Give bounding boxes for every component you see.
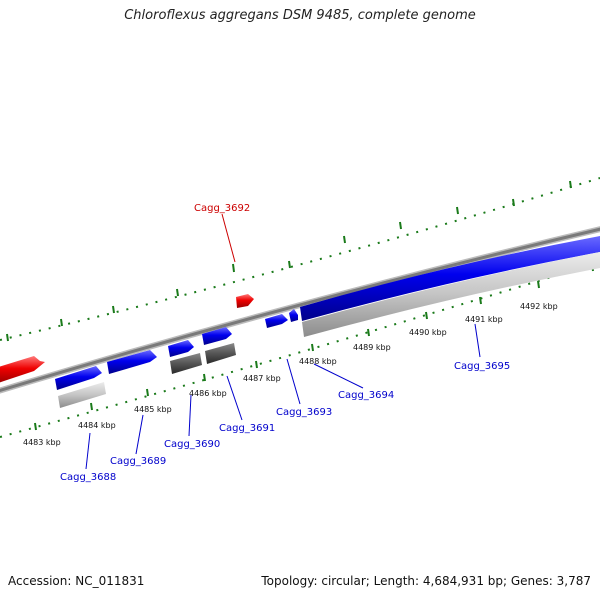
inner-tick-track bbox=[0, 261, 600, 438]
gene-cagg-3688[interactable] bbox=[55, 366, 102, 390]
kbp-label: 4490 kbp bbox=[409, 328, 447, 337]
kbp-label: 4484 kbp bbox=[78, 421, 116, 430]
feature-grey-1[interactable] bbox=[58, 382, 106, 408]
gene-labels: Cagg_3692 Cagg_3695 Cagg_3694 Cagg_3693 … bbox=[60, 203, 510, 483]
gene-label-cagg-3690[interactable]: Cagg_3690 bbox=[164, 439, 220, 450]
kbp-label: 4488 kbp bbox=[299, 357, 337, 366]
gene-cagg-3689[interactable] bbox=[107, 350, 157, 374]
gene-label-cagg-3689[interactable]: Cagg_3689 bbox=[110, 456, 166, 467]
gene-cagg-3695[interactable] bbox=[300, 236, 600, 321]
accession-text: Accession: NC_011831 bbox=[8, 574, 145, 588]
gene-label-cagg-3688[interactable]: Cagg_3688 bbox=[60, 472, 116, 483]
feature-grey-2[interactable] bbox=[302, 252, 600, 337]
feature-dark-1[interactable] bbox=[170, 353, 202, 374]
kbp-label: 4491 kbp bbox=[465, 315, 503, 324]
kbp-label: 4485 kbp bbox=[134, 405, 172, 414]
gene-cagg-3691[interactable] bbox=[202, 327, 232, 345]
gene-cagg-3693[interactable] bbox=[265, 314, 288, 328]
kbp-label: 4483 kbp bbox=[23, 438, 61, 447]
genome-backbone bbox=[0, 226, 600, 394]
gene-label-cagg-3695[interactable]: Cagg_3695 bbox=[454, 361, 510, 372]
outer-tick-track bbox=[0, 177, 600, 342]
gene-cagg-3694[interactable] bbox=[289, 309, 298, 322]
gene-cagg-3687[interactable] bbox=[0, 356, 45, 384]
label-leaders bbox=[85, 213, 481, 470]
genome-summary-text: Topology: circular; Length: 4,684,931 bp… bbox=[261, 574, 591, 588]
kbp-label: 4487 kbp bbox=[243, 374, 281, 383]
kbp-labels: 4483 kbp 4484 kbp 4485 kbp 4486 kbp 4487… bbox=[23, 302, 558, 447]
kbp-label: 4492 kbp bbox=[520, 302, 558, 311]
gene-label-cagg-3692[interactable]: Cagg_3692 bbox=[194, 203, 250, 214]
gene-label-cagg-3693[interactable]: Cagg_3693 bbox=[276, 407, 332, 418]
kbp-label: 4489 kbp bbox=[353, 343, 391, 352]
gene-label-cagg-3691[interactable]: Cagg_3691 bbox=[219, 423, 275, 434]
map-title: Chloroflexus aggregans DSM 9485, complet… bbox=[124, 8, 476, 23]
kbp-label: 4486 kbp bbox=[189, 389, 227, 398]
gene-label-cagg-3694[interactable]: Cagg_3694 bbox=[338, 390, 394, 401]
gene-cagg-3692[interactable] bbox=[236, 294, 254, 308]
feature-dark-2[interactable] bbox=[205, 343, 236, 364]
gene-cagg-3690[interactable] bbox=[168, 340, 194, 357]
